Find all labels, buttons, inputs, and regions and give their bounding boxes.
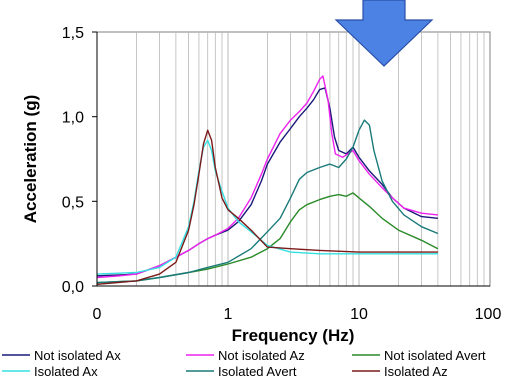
series-layer [96, 75, 439, 285]
legend-label: Not isolated Az [218, 348, 305, 363]
x-axis-title: Frequency (Hz) [232, 326, 355, 345]
series-line-2 [96, 75, 438, 279]
series-line-4 [96, 139, 438, 275]
plot-area [96, 31, 491, 287]
x-tick-label: 0 [93, 306, 102, 323]
y-tick-label: 0,5 [62, 194, 84, 211]
x-tick-label: 1 [224, 306, 233, 323]
legend-label: Isolated Avert [218, 364, 297, 379]
legend-label: Isolated Ax [34, 364, 98, 379]
y-tick-label: 0,0 [62, 279, 84, 296]
x-tick-label: 10 [350, 306, 368, 323]
x-ticks: 0 1 10 100 [93, 306, 502, 323]
y-axis-title: Acceleration (g) [21, 95, 40, 223]
y-ticks: 1,5 1,0 0,5 0,0 [62, 25, 97, 296]
series-line-5 [96, 119, 439, 284]
y-tick-label: 1,0 [62, 110, 84, 127]
legend: Not isolated Ax Not isolated Az Not isol… [2, 348, 486, 379]
x-tick-label: 100 [475, 306, 502, 323]
series-line-3 [96, 192, 439, 284]
y-tick-label: 1,5 [62, 25, 84, 42]
legend-label: Not isolated Avert [384, 348, 486, 363]
gridlines [136, 32, 485, 286]
down-arrow-icon [334, 0, 434, 67]
series-line-6 [96, 129, 438, 285]
legend-label: Isolated Az [384, 364, 448, 379]
legend-label: Not isolated Ax [34, 348, 121, 363]
